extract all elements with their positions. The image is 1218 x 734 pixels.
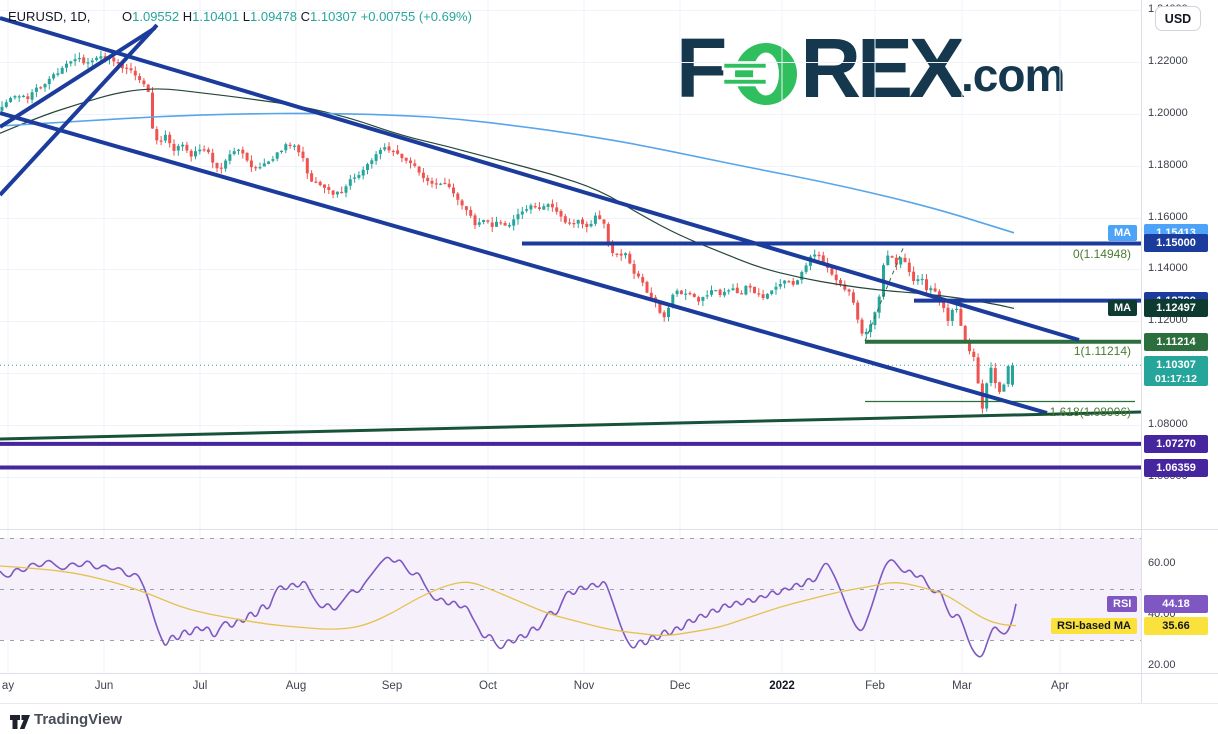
chart-canvas[interactable]: 0(1.14948) 1(1.11214) 1.618(1.08906) bbox=[0, 0, 1141, 673]
month-label-Jun: Jun bbox=[94, 680, 114, 692]
month-label-Apr: Apr bbox=[1051, 680, 1069, 692]
price-chip-last-price: 1.10307 01:17:12 bbox=[1144, 356, 1208, 387]
fib-label: 0(1.14948) bbox=[1073, 247, 1131, 261]
fib-label: 1.618(1.08906) bbox=[1050, 405, 1131, 419]
price-chip-ma50: 1.12497 bbox=[1144, 299, 1208, 318]
time-axis[interactable]: ay Jun Jul Aug Sep Oct Nov Dec 2022 Feb Mar Apr bbox=[0, 674, 1218, 703]
price-chip-level-11500: 1.15000 bbox=[1144, 234, 1208, 253]
channel-bottom bbox=[0, 111, 1048, 415]
axis-divider bbox=[0, 673, 1218, 674]
watermark-f: F bbox=[676, 21, 727, 115]
month-label-Oct: Oct bbox=[479, 680, 497, 692]
month-label-Feb: Feb bbox=[865, 680, 885, 692]
price-chip-level-106359: 1.06359 bbox=[1144, 458, 1208, 477]
ma-tag-ma200[interactable]: MA bbox=[1108, 224, 1138, 241]
change-value: +0.00755 (+0.69%) bbox=[360, 9, 472, 24]
low-value: 1.09478 bbox=[250, 9, 297, 24]
channel-top bbox=[0, 16, 1080, 342]
open-value: 1.09552 bbox=[132, 9, 180, 24]
chart-area[interactable]: F REX .com 0(1.14948) 1(1.11214) 1.618(1.0… bbox=[0, 0, 1141, 673]
month-label-Nov: Nov bbox=[573, 680, 595, 692]
price-chip-level-111214: 1.11214 bbox=[1144, 332, 1208, 351]
price-tick: 1.20000 bbox=[1148, 106, 1188, 119]
month-label-Jul: Jul bbox=[192, 680, 208, 692]
currency-toggle-button[interactable]: USD bbox=[1155, 6, 1201, 31]
month-label-2022: 2022 bbox=[769, 680, 795, 692]
rsi-pane bbox=[0, 538, 1141, 641]
high-label: H bbox=[182, 9, 193, 24]
price-tick: 1.18000 bbox=[1148, 158, 1188, 171]
price-tick: 1.16000 bbox=[1148, 210, 1188, 223]
long-term-trend bbox=[0, 410, 1141, 441]
price-chip-level-10727: 1.07270 bbox=[1144, 434, 1208, 453]
trendlines[interactable] bbox=[0, 16, 1141, 441]
rsi-line[interactable] bbox=[0, 556, 1017, 658]
indicator-tag-rsi-ma[interactable]: RSI-based MA bbox=[1051, 617, 1137, 634]
indicator-tag-rsi[interactable]: RSI bbox=[1107, 595, 1138, 612]
price-tick: 1.12000 bbox=[1148, 314, 1188, 327]
watermark-rex: REX bbox=[800, 21, 965, 115]
rsi-tick: 60.00 bbox=[1148, 556, 1176, 569]
ma-200-line[interactable] bbox=[0, 112, 1015, 234]
open-label: O bbox=[122, 9, 133, 24]
wedge-resistance bbox=[0, 26, 157, 129]
price-tick: 1.22000 bbox=[1148, 54, 1188, 67]
tradingview-brand[interactable]: TradingView bbox=[34, 711, 123, 728]
ma-50-line[interactable] bbox=[0, 88, 1015, 309]
month-label-Mar: Mar bbox=[952, 680, 972, 692]
chart-legend: EURUSD, 1D, O1.09552 H1.10401 L1.09478 C… bbox=[8, 9, 472, 24]
month-label-Dec: Dec bbox=[669, 680, 691, 692]
price-chip-rsi-ma: 35.66 bbox=[1144, 616, 1208, 635]
price-tick: 1.14000 bbox=[1148, 262, 1188, 275]
price-tick: 1.08000 bbox=[1148, 417, 1188, 430]
low-label: L bbox=[242, 9, 250, 24]
horizontal-levels[interactable] bbox=[0, 241, 1141, 470]
watermark-com: .com bbox=[961, 49, 1065, 101]
rsi-ma-line[interactable] bbox=[0, 565, 1017, 637]
month-label-ay: ay bbox=[1, 680, 15, 692]
price-chip-rsi: 44.18 bbox=[1144, 594, 1208, 613]
footer-bar: TradingView bbox=[0, 703, 1218, 734]
fib-base bbox=[864, 245, 905, 342]
pane-divider[interactable] bbox=[0, 529, 1218, 530]
close-label: C bbox=[300, 9, 311, 24]
price-axis[interactable]: 1.240001.220001.200001.180001.160001.140… bbox=[1141, 0, 1218, 703]
month-label-Aug: Aug bbox=[285, 680, 307, 692]
ma-tag-ma50[interactable]: MA bbox=[1108, 300, 1138, 317]
month-label-Sep: Sep bbox=[381, 680, 403, 692]
wedge-support bbox=[0, 23, 159, 197]
tradingview-logo-icon[interactable] bbox=[9, 712, 31, 732]
symbol-title[interactable]: EURUSD, 1D, bbox=[8, 9, 91, 24]
close-value: 1.10307 bbox=[310, 9, 358, 24]
fib-label: 1(1.11214) bbox=[1074, 344, 1131, 358]
high-value: 1.10401 bbox=[192, 9, 240, 24]
rsi-tick: 20.00 bbox=[1148, 658, 1176, 671]
ohlc-readout: O1.09552 H1.10401 L1.09478 C1.10307 +0.0… bbox=[122, 9, 472, 24]
